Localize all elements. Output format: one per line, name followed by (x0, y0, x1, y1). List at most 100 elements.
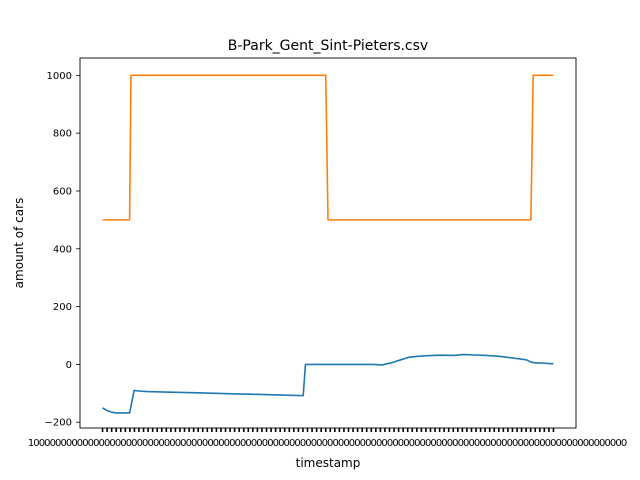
x-tick-label: 0 (392, 438, 398, 449)
x-tick-label: 0 (528, 438, 534, 449)
x-tick-label: 0 (523, 438, 529, 449)
x-tick-label: 0 (245, 438, 251, 449)
x-tick-label: 0 (180, 438, 186, 449)
x-tick-label: 0 (267, 438, 273, 449)
x-tick-label: 1 (28, 438, 34, 449)
x-tick-label: 0 (93, 438, 99, 449)
x-tick-label: 0 (490, 438, 496, 449)
x-tick-label: 0 (572, 438, 578, 449)
y-tick-label: 1000 (47, 71, 72, 82)
x-tick-label: 0 (235, 438, 241, 449)
x-tick-label: 0 (594, 438, 600, 449)
x-tick-label: 0 (300, 438, 306, 449)
x-tick-label: 0 (398, 438, 404, 449)
x-tick-label: 0 (256, 438, 262, 449)
x-tick-label: 0 (126, 438, 132, 449)
x-tick-label: 0 (381, 438, 387, 449)
x-tick-label: 0 (229, 438, 235, 449)
x-tick-label: 0 (452, 438, 458, 449)
x-tick-label: 0 (66, 438, 72, 449)
y-axis-label: amount of cars (12, 198, 26, 289)
x-tick-label: 0 (294, 438, 300, 449)
x-tick-label: 0 (273, 438, 279, 449)
x-tick-label: 0 (534, 438, 540, 449)
y-tick-label: −200 (45, 418, 72, 429)
series-line-1 (102, 353, 554, 414)
x-tick-label: 0 (545, 438, 551, 449)
x-tick-label: 0 (109, 438, 115, 449)
x-tick-label: 0 (153, 438, 159, 449)
x-tick-label: 0 (371, 438, 377, 449)
x-tick-label: 0 (463, 438, 469, 449)
x-tick-label: 0 (224, 438, 230, 449)
x-tick-label: 0 (104, 438, 110, 449)
x-tick-label: 0 (191, 438, 197, 449)
x-tick-label: 0 (284, 438, 290, 449)
series-line-2 (102, 74, 554, 221)
chart-title: B-Park_Gent_Sint-Pieters.csv (228, 38, 428, 54)
x-tick-label: 0 (289, 438, 295, 449)
y-tick-label: 200 (53, 302, 72, 313)
x-tick-label: 0 (137, 438, 143, 449)
x-tick-label: 0 (599, 438, 605, 449)
x-tick-label: 0 (387, 438, 393, 449)
x-tick-label: 0 (169, 438, 175, 449)
x-tick-label: 0 (566, 438, 572, 449)
x-tick-label: 0 (115, 438, 121, 449)
y-tick-label: 800 (53, 129, 72, 140)
x-tick-label: 0 (322, 438, 328, 449)
x-tick-label: 0 (577, 438, 583, 449)
x-tick-label: 0 (441, 438, 447, 449)
x-tick-label: 0 (148, 438, 154, 449)
x-tick-label: 0 (50, 438, 56, 449)
x-tick-label: 0 (360, 438, 366, 449)
x-tick-label: 0 (251, 438, 257, 449)
x-tick-label: 0 (196, 438, 202, 449)
x-tick-label: 0 (311, 438, 317, 449)
x-tick-label: 0 (425, 438, 431, 449)
x-tick-label: 0 (343, 438, 349, 449)
x-tick-label: 0 (556, 438, 562, 449)
x-tick-label: 0 (349, 438, 355, 449)
x-tick-label: 0 (474, 438, 480, 449)
x-tick-label: 0 (175, 438, 181, 449)
x-tick-label: 0 (550, 438, 556, 449)
x-tick-label: 0 (240, 438, 246, 449)
x-tick-label: 0 (77, 438, 83, 449)
x-tick-label: 0 (458, 438, 464, 449)
x-tick-label: 0 (142, 438, 148, 449)
x-tick-label: 0 (33, 438, 39, 449)
x-tick-label: 0 (186, 438, 192, 449)
x-tick-label: 0 (164, 438, 170, 449)
x-tick-label: 0 (82, 438, 88, 449)
x-tick-label: 0 (262, 438, 268, 449)
x-tick-label: 0 (517, 438, 523, 449)
y-ticks: −200 0 200 400 600 800 1000 (45, 71, 80, 429)
x-tick-label: 0 (436, 438, 442, 449)
x-tick-label: 0 (218, 438, 224, 449)
x-tick-label: 0 (583, 438, 589, 449)
x-tick-label: 0 (430, 438, 436, 449)
x-tick-label: 0 (60, 438, 66, 449)
y-tick-label: 0 (66, 360, 72, 371)
x-tick-label: 0 (447, 438, 453, 449)
x-tick-label: 0 (278, 438, 284, 449)
x-tick-label: 0 (485, 438, 491, 449)
x-tick-label: 0 (213, 438, 219, 449)
x-tick-label: 0 (158, 438, 164, 449)
x-tick-label: 0 (403, 438, 409, 449)
plot-frame (79, 57, 577, 429)
x-tick-label: 0 (615, 438, 621, 449)
x-tick-label: 0 (501, 438, 507, 449)
x-tick-label: 0 (512, 438, 518, 449)
y-tick-label: 400 (53, 244, 72, 255)
x-tick-label: 0 (420, 438, 426, 449)
x-tick-label: 0 (120, 438, 126, 449)
x-tick-label: 0 (414, 438, 420, 449)
x-tick-label: 0 (55, 438, 61, 449)
x-tick-label: 0 (316, 438, 322, 449)
x-tick-label: 0 (354, 438, 360, 449)
